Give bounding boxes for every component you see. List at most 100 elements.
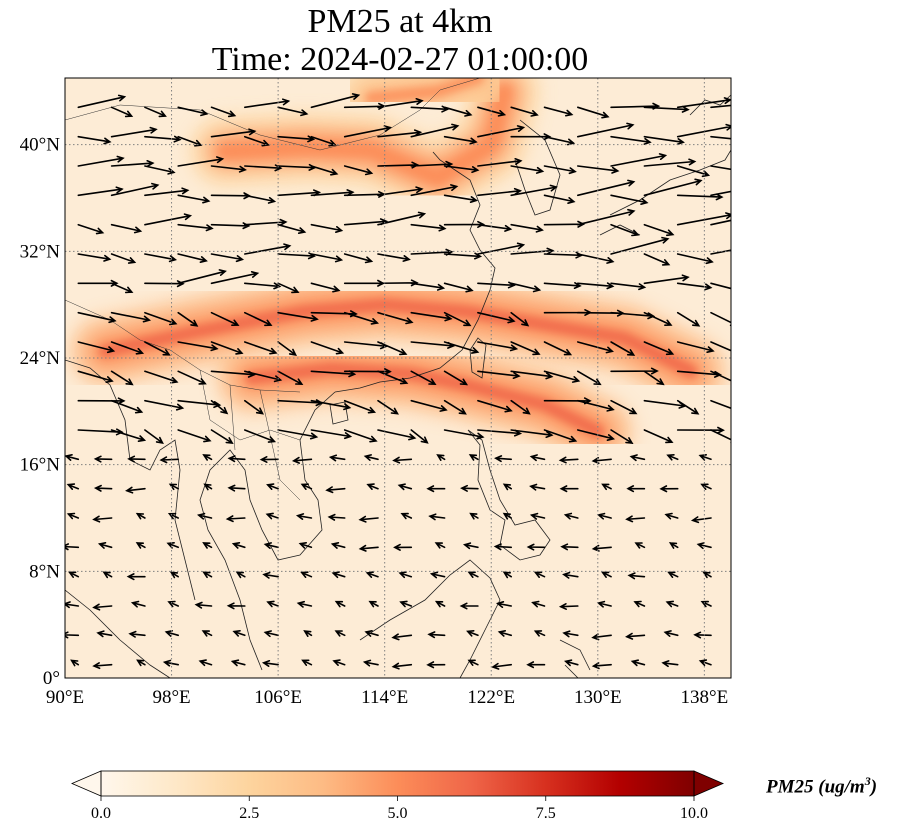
wind-arrow (502, 571, 512, 579)
wind-arrow (626, 485, 646, 493)
wind-arrow (325, 486, 346, 494)
wind-arrow (310, 93, 361, 109)
wind-arrow (102, 571, 113, 579)
wind-arrow (177, 223, 214, 232)
wind-arrow (144, 135, 182, 143)
wind-arrow (443, 252, 483, 260)
wind-arrow (477, 125, 526, 138)
wind-arrow (177, 156, 225, 167)
wind-arrow (698, 659, 712, 666)
wind-arrow (477, 399, 513, 413)
wind-arrow (627, 572, 646, 580)
wind-arrow (232, 630, 246, 637)
wind-arrow (510, 282, 542, 293)
wind-arrow (77, 397, 126, 405)
wind-arrow (676, 341, 715, 353)
colorbar-tick-label: 7.5 (536, 805, 556, 822)
wind-arrow (676, 97, 731, 109)
wind-arrow (66, 483, 80, 490)
wind-arrow (210, 341, 244, 355)
wind-arrow (110, 429, 147, 442)
wind-arrow (443, 194, 479, 203)
wind-arrow (362, 659, 379, 667)
wind-arrow (244, 429, 277, 443)
wind-arrow (110, 399, 144, 414)
wind-arrow (543, 194, 576, 204)
wind-arrow (244, 341, 278, 355)
wind-arrow (259, 456, 279, 463)
colorbar-low-extend (70, 770, 102, 797)
wind-arrow (144, 429, 164, 444)
coastline-sumatra (65, 589, 171, 678)
wind-arrow (263, 542, 279, 549)
colorbar: 0.0 2.5 5.0 7.5 10.0 (70, 770, 725, 822)
wind-arrow (202, 454, 213, 461)
wind-arrow (510, 341, 541, 356)
wind-arrow (502, 483, 512, 491)
colorbar-gradient (101, 771, 694, 796)
wind-arrow (377, 253, 411, 262)
colorbar-label-text: PM25 (ug/m (766, 776, 865, 798)
wind-arrow (110, 311, 152, 323)
wind-arrow (443, 311, 472, 327)
wind-arrow (462, 542, 479, 550)
wind-arrow (310, 429, 353, 440)
wind-arrow (97, 542, 113, 549)
wind-arrow (128, 630, 146, 638)
wind-arrow (201, 630, 213, 637)
wind-arrow (410, 282, 446, 291)
wind-arrow (77, 155, 125, 167)
wind-arrow (643, 178, 703, 197)
wind-arrow (343, 165, 374, 176)
wind-arrow (144, 187, 190, 197)
wind-arrow (676, 426, 725, 434)
wind-arrow (710, 311, 731, 327)
border-china-mongolia (65, 78, 481, 151)
wind-arrow (710, 135, 731, 140)
latitude-tick-label: 40°N (20, 135, 61, 156)
wind-arrow (467, 571, 479, 578)
wind-arrow (643, 274, 690, 285)
wind-arrow (167, 600, 179, 608)
wind-arrow (363, 454, 379, 461)
wind-arrow (177, 269, 227, 285)
wind-arrow (244, 98, 291, 109)
wind-arrow (676, 193, 724, 201)
wind-arrow (477, 311, 516, 324)
wind-arrow (533, 630, 546, 637)
wind-arrow (377, 429, 417, 441)
wind-arrow (277, 341, 298, 356)
wind-arrow (244, 282, 282, 290)
wind-arrow (77, 186, 124, 197)
wind-arrow (610, 399, 638, 415)
wind-arrow (601, 483, 612, 491)
colorbar-high-extend (693, 770, 725, 797)
wind-arrow (577, 341, 614, 354)
longitude-tick-labels: 90°E 98°E 106°E 114°E 122°E 130°E 138°E (46, 687, 728, 708)
wind-arrow (343, 311, 380, 325)
wind-arrow (558, 603, 579, 610)
wind-arrow (610, 153, 668, 167)
wind-arrow (265, 512, 279, 520)
wind-arrow (368, 600, 379, 608)
coastline-borneo (359, 559, 501, 678)
wind-arrow (110, 160, 155, 167)
wind-arrow (226, 602, 246, 610)
wind-arrow (510, 429, 554, 438)
wind-arrow (261, 660, 279, 667)
wind-arrow (93, 484, 113, 492)
wind-arrow (65, 454, 80, 461)
latitude-tick-label: 8°N (29, 561, 60, 582)
wind-arrow (710, 165, 731, 171)
wind-arrow (666, 454, 679, 461)
wind-arrow (296, 600, 313, 608)
longitude-tick-label: 130°E (574, 687, 622, 708)
wind-arrow (696, 542, 712, 550)
wind-arrow (110, 282, 134, 294)
wind-arrow (77, 279, 119, 287)
wind-arrow (358, 544, 379, 552)
wind-arrow (177, 135, 203, 147)
wind-arrow (410, 123, 460, 138)
wind-arrow (135, 542, 146, 549)
